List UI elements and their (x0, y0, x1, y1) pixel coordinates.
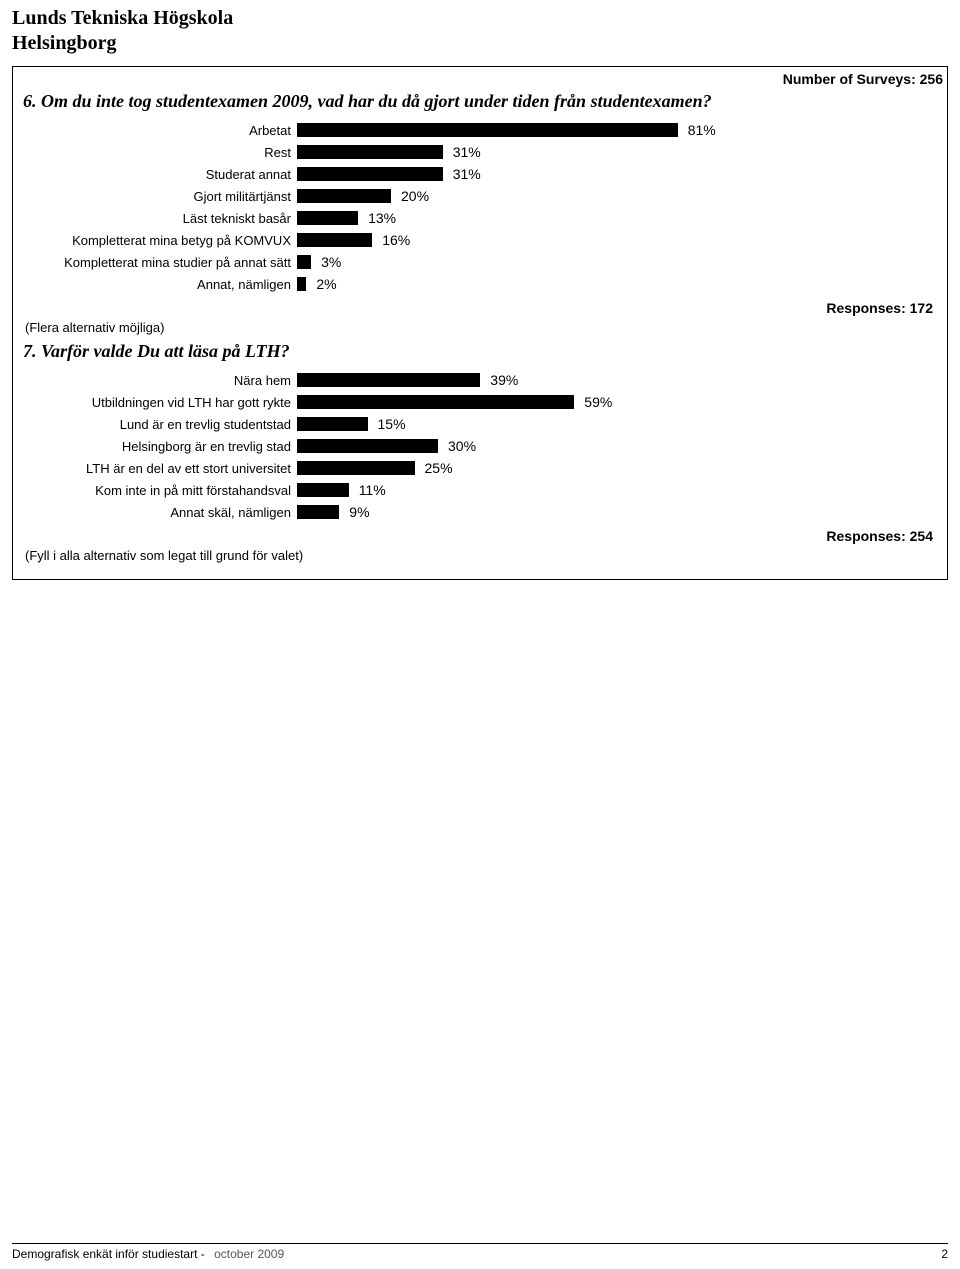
q6-value: 3% (321, 254, 341, 270)
q6-label: Kompletterat mina studier på annat sätt (27, 255, 297, 270)
q6-row: Läst tekniskt basår 13% (27, 208, 937, 228)
q6-bar (297, 145, 443, 159)
q7-bar-area: 59% (297, 394, 817, 410)
q6-bar-area: 31% (297, 144, 817, 160)
q6-bar-area: 3% (297, 254, 817, 270)
q6-bar (297, 277, 306, 291)
q7-value: 39% (490, 372, 518, 388)
q7-responses-label: Responses: (826, 528, 905, 544)
q6-responses-label: Responses: (826, 300, 905, 316)
q6-label: Läst tekniskt basår (27, 211, 297, 226)
q6-label: Kompletterat mina betyg på KOMVUX (27, 233, 297, 248)
question-7-title: 7. Varför valde Du att läsa på LTH? (23, 341, 937, 362)
footer-left: Demografisk enkät inför studiestart - oc… (12, 1247, 284, 1261)
question-6-title: 6. Om du inte tog studentexamen 2009, va… (23, 91, 937, 112)
q6-bar (297, 233, 372, 247)
q6-value: 20% (401, 188, 429, 204)
q7-value: 9% (349, 504, 369, 520)
q6-row: Kompletterat mina studier på annat sätt 3… (27, 252, 937, 272)
q7-responses-value: 254 (910, 528, 933, 544)
q7-bar (297, 483, 349, 497)
q6-bar-area: 13% (297, 210, 817, 226)
q6-value: 16% (382, 232, 410, 248)
q7-bar (297, 417, 368, 431)
q7-label: Helsingborg är en trevlig stad (27, 439, 297, 454)
q6-responses-value: 172 (910, 300, 933, 316)
q7-bar (297, 395, 574, 409)
q7-value: 15% (378, 416, 406, 432)
q7-row: Nära hem 39% (27, 370, 937, 390)
q6-row: Rest 31% (27, 142, 937, 162)
q7-row: Kom inte in på mitt förstahandsval 11% (27, 480, 937, 500)
q7-bar-area: 39% (297, 372, 817, 388)
q7-responses: Responses: 254 (23, 528, 933, 544)
q6-value: 2% (316, 276, 336, 292)
q6-row: Gjort militärtjänst 20% (27, 186, 937, 206)
q6-row: Studerat annat 31% (27, 164, 937, 184)
q7-bar (297, 439, 438, 453)
header-line1: Lunds Tekniska Högskola (12, 6, 948, 31)
q6-bar (297, 167, 443, 181)
q7-value: 25% (425, 460, 453, 476)
q7-label: Utbildningen vid LTH har gott rykte (27, 395, 297, 410)
q6-bar-area: 81% (297, 122, 817, 138)
q6-value: 81% (688, 122, 716, 138)
q6-value: 31% (453, 166, 481, 182)
q7-bar (297, 505, 339, 519)
q6-bar (297, 189, 391, 203)
q7-value: 59% (584, 394, 612, 410)
q7-value: 11% (359, 482, 386, 498)
q7-row: Lund är en trevlig studentstad 15% (27, 414, 937, 434)
q6-note: (Flera alternativ möjliga) (25, 320, 935, 335)
survey-count-label: Number of Surveys: (783, 71, 916, 87)
q6-value: 13% (368, 210, 396, 226)
footer-title: Demografisk enkät inför studiestart - (12, 1247, 205, 1261)
footer-date: october 2009 (214, 1247, 284, 1261)
q6-row: Arbetat 81% (27, 120, 937, 140)
q7-label: LTH är en del av ett stort universitet (27, 461, 297, 476)
q7-bar-area: 30% (297, 438, 817, 454)
chart-q6: Arbetat 81% Rest 31% Studerat annat 31% Gjort … (23, 120, 937, 294)
chart-q7: Nära hem 39% Utbildningen vid LTH har gott… (23, 370, 937, 522)
q6-label: Annat, nämligen (27, 277, 297, 292)
q6-bar (297, 255, 311, 269)
q6-bar (297, 211, 358, 225)
q7-value: 30% (448, 438, 476, 454)
q7-bar (297, 373, 480, 387)
q7-label: Annat skäl, nämligen (27, 505, 297, 520)
survey-count: Number of Surveys: 256 (23, 71, 943, 87)
q6-bar-area: 16% (297, 232, 817, 248)
q7-label: Kom inte in på mitt förstahandsval (27, 483, 297, 498)
q7-label: Nära hem (27, 373, 297, 388)
q6-row: Annat, nämligen 2% (27, 274, 937, 294)
q7-row: Utbildningen vid LTH har gott rykte 59% (27, 392, 937, 412)
q7-bar-area: 15% (297, 416, 817, 432)
footer-page: 2 (941, 1247, 948, 1261)
q7-row: Helsingborg är en trevlig stad 30% (27, 436, 937, 456)
q6-label: Studerat annat (27, 167, 297, 182)
q6-bar-area: 20% (297, 188, 817, 204)
q6-label: Arbetat (27, 123, 297, 138)
q7-row: Annat skäl, nämligen 9% (27, 502, 937, 522)
survey-box: Number of Surveys: 256 6. Om du inte tog… (12, 66, 948, 580)
header-line2: Helsingborg (12, 31, 948, 56)
page-header: Lunds Tekniska Högskola Helsingborg (0, 0, 960, 58)
q7-bar (297, 461, 415, 475)
q6-label: Rest (27, 145, 297, 160)
q6-label: Gjort militärtjänst (27, 189, 297, 204)
q7-note: (Fyll i alla alternativ som legat till g… (25, 548, 935, 563)
q6-bar-area: 31% (297, 166, 817, 182)
q7-bar-area: 9% (297, 504, 817, 520)
survey-count-value: 256 (920, 71, 943, 87)
q6-bar (297, 123, 678, 137)
page-footer: Demografisk enkät inför studiestart - oc… (12, 1243, 948, 1261)
q6-value: 31% (453, 144, 481, 160)
q7-bar-area: 11% (297, 482, 817, 498)
q7-label: Lund är en trevlig studentstad (27, 417, 297, 432)
q6-bar-area: 2% (297, 276, 817, 292)
q7-bar-area: 25% (297, 460, 817, 476)
q6-row: Kompletterat mina betyg på KOMVUX 16% (27, 230, 937, 250)
q7-row: LTH är en del av ett stort universitet 25… (27, 458, 937, 478)
q6-responses: Responses: 172 (23, 300, 933, 316)
